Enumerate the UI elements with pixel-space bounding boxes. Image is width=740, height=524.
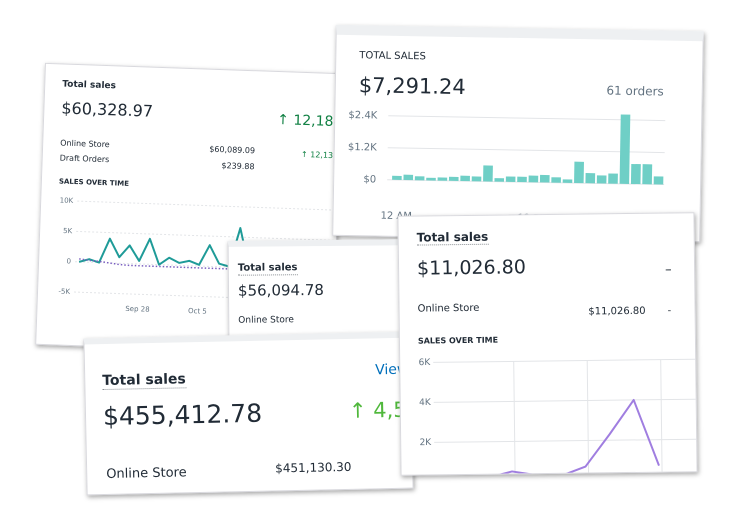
bar [494, 178, 505, 182]
row-label: Online Store [106, 465, 187, 482]
bar [426, 177, 436, 181]
line [78, 227, 250, 269]
grid-line [76, 230, 337, 241]
grid-line [387, 147, 665, 154]
row-label: Online Store [60, 138, 110, 150]
card: TOTAL SALES $7,291.24 61 orders $2.4K $1.… [332, 24, 704, 243]
bar [528, 175, 539, 183]
bar [517, 176, 527, 183]
bar [630, 163, 641, 185]
chart: 10K 5K 0 -5K Sep 28 Oct 5 [58, 196, 338, 316]
bar [551, 177, 561, 183]
bar [505, 176, 516, 182]
card: Total sales $56,094.78 Online Store [227, 239, 416, 340]
bar [471, 176, 482, 182]
y-tick-label: 6K [419, 358, 432, 368]
chart: 6K 4K 2K [419, 358, 697, 476]
bar [574, 161, 584, 184]
bar [596, 175, 607, 184]
bar [448, 176, 459, 181]
bar [460, 175, 470, 182]
y-tick-label: 4K [419, 398, 432, 408]
grid-line [433, 358, 696, 363]
bar [539, 174, 550, 183]
bar [585, 173, 596, 184]
y-tick-label: 10K [60, 196, 74, 204]
y-tick-label: $0 [363, 174, 376, 185]
line [438, 398, 660, 476]
x-tick-label: 12 AM [380, 211, 412, 223]
amount: $56,094.78 [237, 280, 324, 300]
bar [653, 176, 664, 185]
vertical-grid-line [660, 359, 663, 476]
grid-line [77, 200, 338, 211]
y-tick-label: $1.2K [348, 142, 377, 154]
grid-line [433, 398, 696, 403]
amount: $455,412.78 [102, 398, 263, 432]
change: ↑ 12,184 [276, 112, 343, 131]
y-tick-label: $2.4K [348, 110, 377, 122]
bar [562, 179, 573, 183]
chart-title: SALES OVER TIME [58, 177, 130, 188]
row-value: $60,089.09 [209, 144, 256, 156]
row-value: $239.88 [221, 161, 255, 172]
card-title: Total sales [62, 79, 117, 92]
grid-line [434, 438, 697, 443]
card: Total sales $60,328.97 ↑ 12,184 Online S… [35, 62, 343, 356]
y-tick-label: 2K [419, 438, 432, 448]
bar [392, 175, 402, 180]
y-tick-label: -5K [58, 287, 70, 295]
card-title: Total sales [237, 262, 298, 276]
vertical-grid-line [513, 361, 516, 476]
grid-line [388, 115, 666, 122]
amount: $60,328.97 [61, 98, 154, 121]
y-tick-label: 0 [66, 257, 71, 265]
card: Total sales $11,026.80 – Online Store $1… [397, 212, 698, 476]
bar [414, 176, 425, 181]
chart: $2.4K$1.2K$012 AM12 PM11 PM [348, 110, 673, 227]
bar [619, 114, 631, 184]
card-title: Total sales [102, 371, 186, 391]
x-tick-label: Sep 28 [125, 305, 150, 314]
row-label: Online Store [238, 315, 294, 326]
row-label: Draft Orders [59, 153, 110, 165]
bar [642, 164, 653, 185]
card: Total sales $455,412.78 View ↑ 4,5 Onlin… [83, 331, 414, 496]
bar [483, 165, 493, 182]
x-tick-label: Oct 5 [188, 307, 207, 316]
y-tick-label: 5K [63, 227, 73, 235]
vertical-grid-line [586, 360, 590, 476]
change: ↑ 4,5 [348, 397, 407, 423]
bar [437, 177, 448, 181]
row-value: $451,130.30 [275, 459, 352, 476]
line [79, 258, 249, 271]
bar [608, 173, 618, 184]
bar [403, 174, 414, 181]
